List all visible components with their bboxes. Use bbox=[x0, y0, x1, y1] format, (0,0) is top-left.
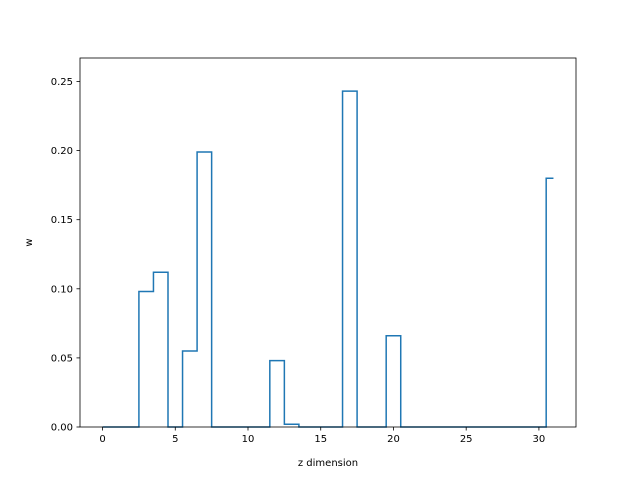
y-tick-label: 0.25 bbox=[51, 77, 73, 88]
y-tick-label: 0.10 bbox=[51, 284, 73, 295]
y-axis-ticks: 0.00 0.05 0.10 0.15 0.20 0.25 bbox=[51, 77, 80, 434]
x-tick-label: 0 bbox=[99, 434, 105, 445]
y-tick-label: 0.15 bbox=[51, 215, 73, 226]
y-tick-label: 0.20 bbox=[51, 146, 73, 157]
y-tick-label: 0.05 bbox=[51, 353, 73, 364]
x-tick-label: 15 bbox=[314, 434, 327, 445]
axes-frame bbox=[79, 57, 577, 428]
x-tick-label: 20 bbox=[387, 434, 400, 445]
x-tick-label: 25 bbox=[460, 434, 473, 445]
y-axis-label: w bbox=[24, 238, 35, 246]
x-tick-label: 30 bbox=[533, 434, 546, 445]
x-axis-ticks: 0 5 10 15 20 25 30 bbox=[99, 427, 545, 445]
y-tick-label: 0.00 bbox=[51, 423, 73, 434]
x-axis-label: z dimension bbox=[298, 458, 358, 469]
x-tick-label: 10 bbox=[242, 434, 255, 445]
x-tick-label: 5 bbox=[172, 434, 178, 445]
